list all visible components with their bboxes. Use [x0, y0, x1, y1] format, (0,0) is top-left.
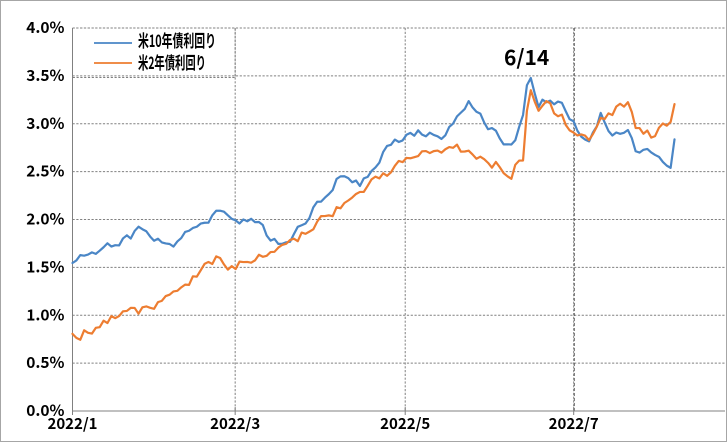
svg-text:2.5%: 2.5%: [26, 160, 64, 182]
svg-text:2022/5: 2022/5: [380, 413, 430, 434]
svg-text:1.0%: 1.0%: [26, 303, 64, 325]
svg-text:米2年債利回り: 米2年債利回り: [138, 49, 206, 74]
svg-text:0.5%: 0.5%: [26, 351, 64, 373]
svg-text:6/14: 6/14: [504, 42, 549, 72]
svg-text:3.5%: 3.5%: [26, 64, 64, 86]
svg-text:2.0%: 2.0%: [26, 208, 64, 230]
svg-text:1.5%: 1.5%: [26, 255, 64, 277]
svg-text:4.0%: 4.0%: [26, 16, 64, 38]
svg-text:2022/1: 2022/1: [47, 413, 97, 434]
svg-text:2022/3: 2022/3: [210, 413, 260, 434]
svg-text:2022/7: 2022/7: [549, 413, 599, 434]
svg-text:3.0%: 3.0%: [26, 112, 64, 134]
